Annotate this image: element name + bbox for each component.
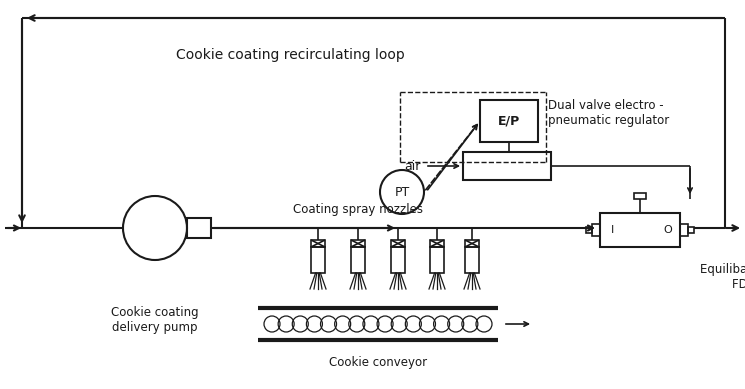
Bar [430, 247, 444, 273]
Bar [634, 193, 646, 199]
Bar [430, 240, 444, 247]
Text: Dual valve electro -
pneumatic regulator: Dual valve electro - pneumatic regulator [548, 99, 669, 127]
Bar [465, 240, 479, 247]
Bar [311, 247, 325, 273]
Bar [586, 227, 592, 233]
Bar [680, 224, 688, 236]
Text: Cookie conveyor: Cookie conveyor [329, 356, 427, 369]
Bar [600, 213, 680, 247]
Bar [480, 100, 538, 142]
Bar [688, 227, 694, 233]
Text: O: O [664, 225, 673, 235]
Text: Cookie coating recirculating loop: Cookie coating recirculating loop [176, 48, 405, 62]
Text: E/P: E/P [498, 114, 520, 128]
Bar [391, 247, 405, 273]
Bar [463, 152, 551, 180]
Text: Cookie coating
delivery pump: Cookie coating delivery pump [111, 306, 199, 334]
Bar [465, 247, 479, 273]
Bar [351, 247, 365, 273]
Text: air: air [405, 159, 421, 172]
Text: Equilibar® sanitary
FDO BPR: Equilibar® sanitary FDO BPR [700, 263, 745, 291]
Bar [351, 240, 365, 247]
Bar [391, 240, 405, 247]
Bar [311, 240, 325, 247]
Bar [592, 224, 600, 236]
Text: I: I [610, 225, 614, 235]
Text: Coating spray nozzles: Coating spray nozzles [293, 203, 423, 216]
Bar [187, 218, 211, 238]
Text: PT: PT [394, 186, 410, 198]
